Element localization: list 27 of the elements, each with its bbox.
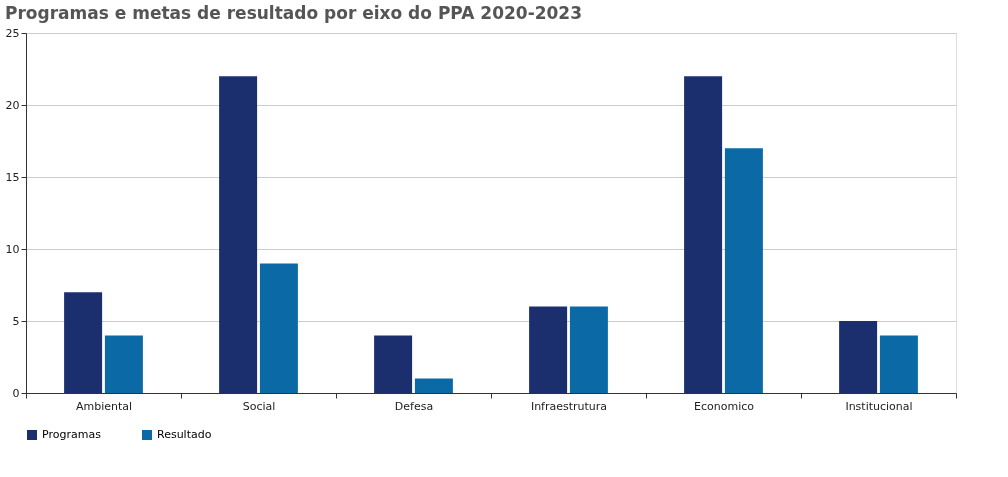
bar <box>529 306 568 393</box>
x-tick-label: Institucional <box>845 399 913 413</box>
y-tick-label: 0 <box>12 386 20 400</box>
bar <box>374 335 413 393</box>
bar <box>879 335 918 393</box>
bar <box>839 321 878 393</box>
bar <box>259 263 298 393</box>
bar <box>104 335 143 393</box>
chart-title: Programas e metas de resultado por eixo do PPA 2020-2023 <box>5 3 582 23</box>
y-tick-label: 15 <box>5 170 20 184</box>
y-tick-label: 10 <box>5 242 20 256</box>
y-tick-label: 5 <box>12 314 20 328</box>
x-tick-label: Social <box>242 399 276 413</box>
bar <box>724 148 763 393</box>
bar <box>219 76 258 393</box>
legend-label: Resultado <box>157 428 212 441</box>
legend-label: Programas <box>42 428 102 441</box>
bar <box>684 76 723 393</box>
x-tick-label: Economico <box>694 399 755 413</box>
bar <box>569 306 608 393</box>
x-tick-label: Defesa <box>394 399 434 413</box>
x-tick-label: Ambiental <box>75 399 133 413</box>
bar <box>414 378 453 393</box>
bar <box>64 292 103 393</box>
y-tick-label: 20 <box>5 98 20 112</box>
y-tick-label: 25 <box>5 26 20 40</box>
x-tick-label: Infraestrutura <box>530 399 608 413</box>
